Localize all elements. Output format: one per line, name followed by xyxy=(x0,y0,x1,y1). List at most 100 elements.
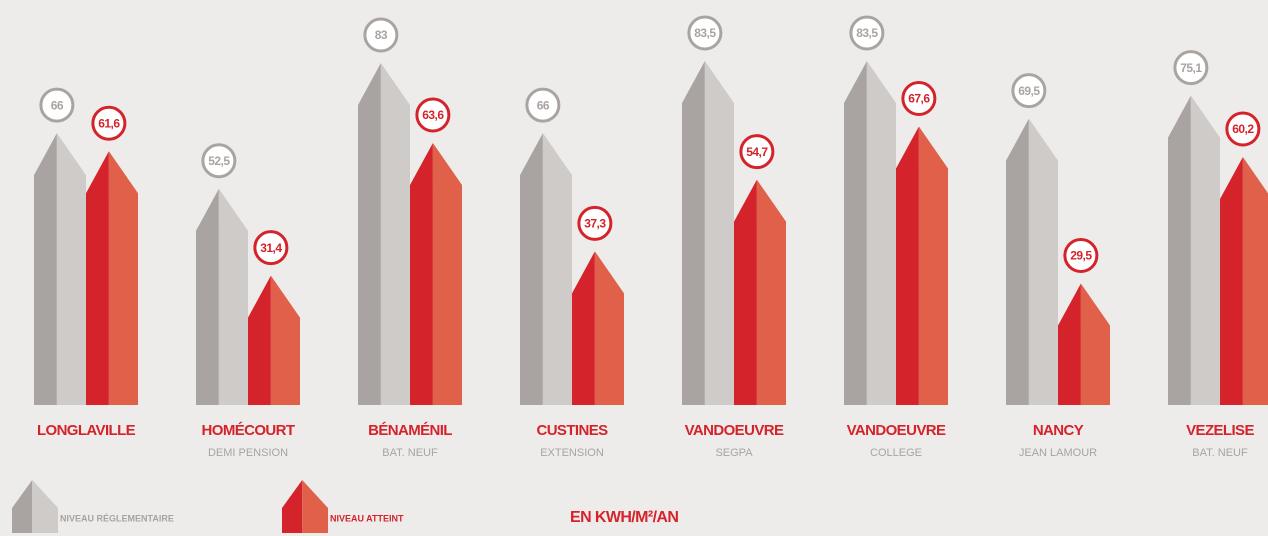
bar-face xyxy=(1058,283,1081,405)
value-badge xyxy=(363,17,399,53)
bar-face xyxy=(56,133,86,405)
legend-face xyxy=(302,480,328,533)
value-badge xyxy=(415,97,451,133)
value-badge xyxy=(577,205,613,241)
bar-face xyxy=(844,60,867,405)
bar-face xyxy=(918,126,948,405)
value-label: 69,5 xyxy=(1018,84,1040,98)
bar xyxy=(86,151,138,405)
bar-face xyxy=(1028,118,1058,405)
value-label: 83,5 xyxy=(694,26,716,40)
value-badge xyxy=(901,80,937,116)
value-label: 66 xyxy=(51,98,64,112)
bar xyxy=(1168,95,1220,405)
bar xyxy=(1006,118,1058,405)
bar-face xyxy=(1168,95,1191,405)
bar-face xyxy=(34,133,57,405)
legend-label: NIVEAU ATTEINT xyxy=(330,513,404,523)
bar xyxy=(844,60,896,405)
bar-face xyxy=(520,133,543,405)
bar-face xyxy=(896,126,919,405)
value-label: 83,5 xyxy=(856,26,878,40)
category-sublabel: BAT. NEUF xyxy=(1192,447,1248,459)
bar-face xyxy=(358,63,381,405)
legend-face xyxy=(12,480,33,533)
value-label: 66 xyxy=(537,98,550,112)
bar xyxy=(734,179,786,405)
bar-face xyxy=(248,275,271,405)
value-label: 67,6 xyxy=(908,92,930,106)
value-label: 75,1 xyxy=(1180,61,1202,75)
bar xyxy=(196,188,248,405)
value-badge xyxy=(1063,237,1099,273)
bar-face xyxy=(196,188,219,405)
bar-face xyxy=(734,179,757,405)
bar-face xyxy=(108,151,138,405)
bar xyxy=(34,133,86,405)
bar-face xyxy=(1242,156,1268,405)
bar-face xyxy=(380,63,410,405)
bar-face xyxy=(86,151,109,405)
value-label: 54,7 xyxy=(746,145,768,159)
category-label: VANDOEUVRE xyxy=(685,422,784,439)
category-label: VANDOEUVRE xyxy=(847,422,946,439)
value-badge xyxy=(1011,73,1047,109)
value-badge xyxy=(849,15,885,51)
value-badge xyxy=(201,143,237,179)
value-label: 31,4 xyxy=(260,241,282,255)
bar-face xyxy=(432,142,462,405)
bar-face xyxy=(756,179,786,405)
bar-face xyxy=(218,188,248,405)
value-badge xyxy=(91,105,127,141)
bar-face xyxy=(682,60,705,405)
bar xyxy=(682,60,734,405)
category-label: HOMÉCOURT xyxy=(202,422,295,439)
legend-icon xyxy=(282,480,328,533)
value-badge xyxy=(687,15,723,51)
bar-face xyxy=(1220,156,1243,405)
value-label: 60,2 xyxy=(1232,122,1254,136)
value-label: 83 xyxy=(375,28,388,42)
value-label: 61,6 xyxy=(98,116,120,130)
category-label: NANCY xyxy=(1033,422,1084,439)
bar-face xyxy=(1080,283,1110,405)
value-label: 52,5 xyxy=(208,154,230,168)
value-badge xyxy=(525,87,561,123)
bar xyxy=(520,133,572,405)
bar xyxy=(358,63,410,405)
legend-face xyxy=(32,480,58,533)
bar xyxy=(896,126,948,405)
category-sublabel: SEGPA xyxy=(715,447,753,459)
bar-face xyxy=(704,60,734,405)
bar-face xyxy=(866,60,896,405)
value-badge xyxy=(1173,50,1209,86)
bar xyxy=(410,142,462,405)
bar xyxy=(248,275,300,405)
value-badge xyxy=(39,87,75,123)
category-label: BÉNAMÉNIL xyxy=(368,422,452,439)
value-label: 63,6 xyxy=(422,108,444,122)
unit-label: EN KWH/M²/AN xyxy=(570,509,678,526)
bar-face xyxy=(1190,95,1220,405)
legend-icon xyxy=(12,480,58,533)
bar-face xyxy=(270,275,300,405)
bar-face xyxy=(410,142,433,405)
bar-face xyxy=(572,251,595,405)
bar-face xyxy=(1006,118,1029,405)
category-label: VEZELISE xyxy=(1186,422,1254,439)
value-badge xyxy=(739,134,775,170)
category-label: LONGLAVILLE xyxy=(37,422,136,439)
category-label: CUSTINES xyxy=(536,422,608,439)
category-sublabel: COLLEGE xyxy=(870,447,922,459)
category-sublabel: BAT. NEUF xyxy=(382,447,438,459)
legend-label: NIVEAU RÉGLEMENTAIRE xyxy=(60,513,174,523)
value-badge xyxy=(253,230,289,266)
bar xyxy=(1220,156,1268,405)
bar xyxy=(572,251,624,405)
bar-face xyxy=(594,251,624,405)
bar-face xyxy=(542,133,572,405)
category-sublabel: DEMI PENSION xyxy=(208,447,288,459)
category-sublabel: EXTENSION xyxy=(540,447,604,459)
value-badge xyxy=(1225,111,1261,147)
